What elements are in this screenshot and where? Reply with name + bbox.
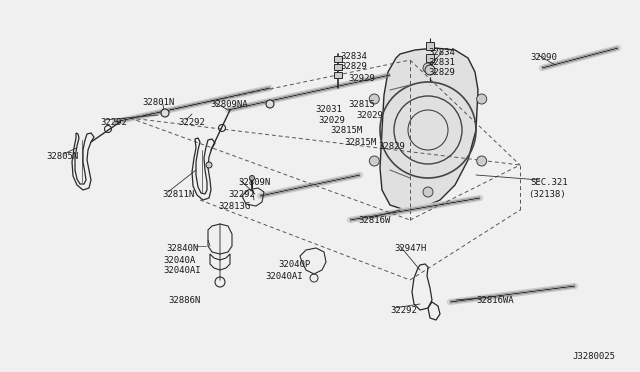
Text: 32829: 32829 bbox=[340, 62, 367, 71]
Text: 32816W: 32816W bbox=[358, 216, 390, 225]
Text: 32029: 32029 bbox=[318, 116, 345, 125]
Text: 32292: 32292 bbox=[228, 190, 255, 199]
Text: 32816WA: 32816WA bbox=[476, 296, 514, 305]
Text: 32840N: 32840N bbox=[166, 244, 198, 253]
Text: 32040AI: 32040AI bbox=[163, 266, 200, 275]
Polygon shape bbox=[426, 54, 434, 62]
Text: 32292: 32292 bbox=[100, 118, 127, 127]
Text: 32815: 32815 bbox=[348, 100, 375, 109]
Text: 32809NA: 32809NA bbox=[210, 100, 248, 109]
Text: 32801N: 32801N bbox=[142, 98, 174, 107]
Circle shape bbox=[266, 100, 274, 108]
Text: 32040AI: 32040AI bbox=[265, 272, 303, 281]
Text: 32040A: 32040A bbox=[163, 256, 195, 265]
Text: 32947H: 32947H bbox=[394, 244, 426, 253]
Text: 32292: 32292 bbox=[178, 118, 205, 127]
Text: 32815M: 32815M bbox=[344, 138, 376, 147]
Polygon shape bbox=[334, 64, 342, 70]
Text: 32809N: 32809N bbox=[238, 178, 270, 187]
Circle shape bbox=[425, 65, 435, 75]
Text: 32090: 32090 bbox=[530, 53, 557, 62]
Text: 32292: 32292 bbox=[390, 306, 417, 315]
Circle shape bbox=[369, 156, 380, 166]
Circle shape bbox=[423, 187, 433, 197]
Text: SEC.321: SEC.321 bbox=[530, 178, 568, 187]
Text: 32029: 32029 bbox=[356, 111, 383, 120]
Text: (32138): (32138) bbox=[528, 190, 566, 199]
Text: 32805N: 32805N bbox=[46, 152, 78, 161]
Polygon shape bbox=[380, 48, 478, 210]
Text: 32834: 32834 bbox=[428, 48, 455, 57]
Text: 32811N: 32811N bbox=[162, 190, 195, 199]
Text: 32829: 32829 bbox=[378, 142, 405, 151]
Circle shape bbox=[206, 162, 212, 168]
Text: 32813G: 32813G bbox=[218, 202, 250, 211]
Text: 32829: 32829 bbox=[428, 68, 455, 77]
Polygon shape bbox=[334, 56, 342, 62]
Text: 32886N: 32886N bbox=[168, 296, 200, 305]
Circle shape bbox=[477, 94, 486, 104]
Circle shape bbox=[250, 176, 255, 180]
Text: J3280025: J3280025 bbox=[572, 352, 615, 361]
Text: 32040P: 32040P bbox=[278, 260, 310, 269]
Text: 32031: 32031 bbox=[315, 105, 342, 114]
Circle shape bbox=[369, 94, 380, 104]
Circle shape bbox=[161, 109, 169, 117]
Text: 32831: 32831 bbox=[428, 58, 455, 67]
Text: 32815M: 32815M bbox=[330, 126, 362, 135]
Text: 32929: 32929 bbox=[348, 74, 375, 83]
Polygon shape bbox=[334, 72, 342, 78]
Polygon shape bbox=[426, 42, 434, 50]
Text: 32834: 32834 bbox=[340, 52, 367, 61]
Circle shape bbox=[423, 63, 433, 73]
Circle shape bbox=[477, 156, 486, 166]
